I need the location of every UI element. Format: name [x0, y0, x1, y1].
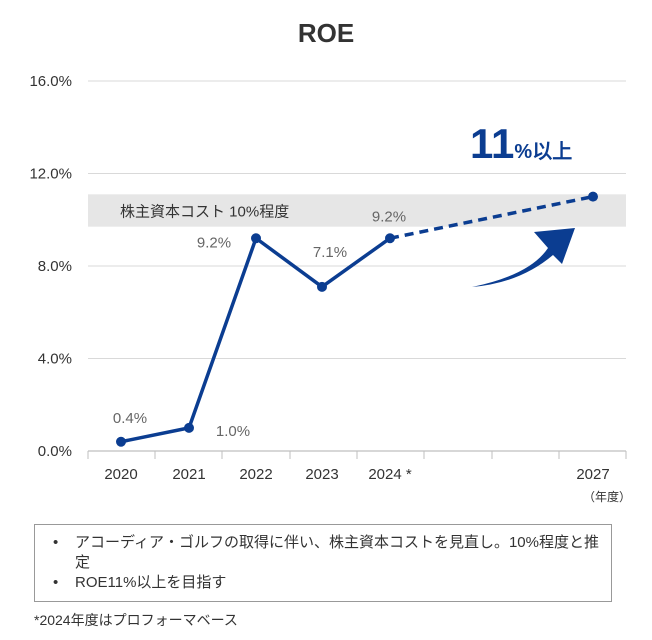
data-point	[317, 281, 327, 292]
cost-band-label: 株主資本コスト 10%程度	[120, 204, 289, 221]
chart-title: ROE	[297, 18, 355, 48]
data-point	[385, 233, 395, 244]
y-tick-label: 16.0%	[29, 73, 72, 90]
data-labels: 0.4% 1.0% 9.2% 7.1% 9.2%	[113, 208, 406, 440]
axes: 0.0% 4.0% 8.0% 12.0% 16.0% 2020 2021 2022 2023 20…	[29, 73, 631, 504]
data-label: 7.1%	[313, 244, 347, 261]
y-tick-label: 8.0%	[38, 258, 72, 275]
target-suffix: %以上	[514, 141, 573, 163]
growth-arrow-icon	[472, 228, 575, 287]
x-tick-label: 2022	[239, 466, 272, 483]
y-tick-label: 4.0%	[38, 351, 72, 368]
data-label: 9.2%	[197, 234, 231, 251]
x-tick-label: 2027	[576, 466, 609, 483]
projection-series-line	[389, 194, 594, 240]
data-point	[251, 233, 261, 244]
roe-line-chart: 株主資本コスト 10%程度 0.0% 4.0% 8.0% 12.0% 16.0% 2020…	[29, 73, 631, 504]
x-tick-label: 2023	[305, 466, 338, 483]
data-label: 1.0%	[216, 423, 250, 440]
x-unit-label: （年度）	[583, 489, 631, 504]
target-number: 11	[470, 120, 515, 167]
data-point-projection	[588, 191, 598, 202]
data-point	[116, 436, 126, 447]
footnote: *2024年度はプロフォーマベース	[34, 612, 238, 628]
note-item: ROE11%以上を目指す	[47, 573, 599, 593]
cost-band: 株主資本コスト 10%程度	[88, 194, 626, 227]
series-lines	[116, 191, 598, 447]
cost-band-rect	[88, 194, 626, 227]
target-callout: 11%以上	[470, 120, 572, 168]
growth-arrow-shape	[472, 228, 575, 287]
x-tick-label: 2021	[172, 466, 205, 483]
actual-series-line	[120, 236, 392, 444]
data-label: 9.2%	[372, 208, 406, 225]
data-label: 0.4%	[113, 410, 147, 427]
note-item: アコーディア・ゴルフの取得に伴い、株主資本コストを見直し。10%程度と推定	[47, 533, 599, 573]
y-tick-label: 12.0%	[29, 166, 72, 183]
x-tick-label: 2024 *	[368, 466, 412, 483]
y-tick-label: 0.0%	[38, 443, 72, 460]
x-tick-label: 2020	[104, 466, 137, 483]
gridlines	[88, 80, 626, 359]
data-point	[184, 422, 194, 433]
notes-box: アコーディア・ゴルフの取得に伴い、株主資本コストを見直し。10%程度と推定 RO…	[34, 524, 612, 602]
